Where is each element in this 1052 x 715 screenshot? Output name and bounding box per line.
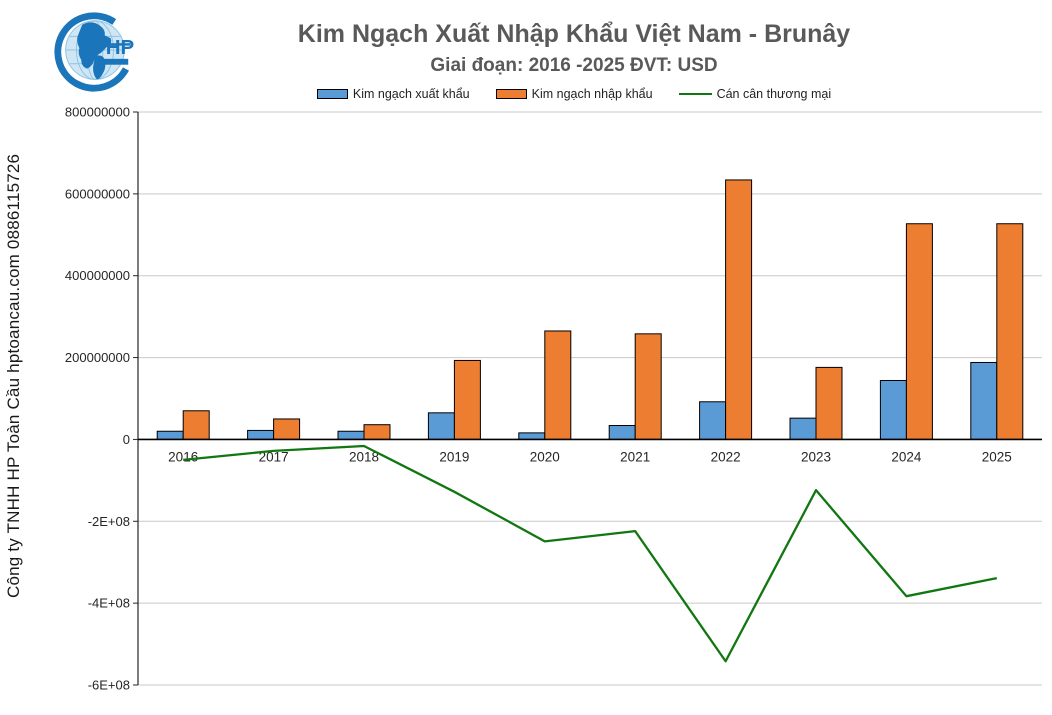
chart-subtitle: Giai đoạn: 2016 -2025 ĐVT: USD <box>430 55 718 76</box>
y-axis-label: 200000000 <box>65 350 130 365</box>
x-axis-label: 2023 <box>801 449 831 464</box>
bar-import-2017 <box>273 418 301 440</box>
x-axis-label: 2021 <box>620 449 650 464</box>
x-axis-label: 2018 <box>349 449 379 464</box>
logo-monogram: HP <box>106 36 135 59</box>
legend-swatch-import <box>495 89 527 99</box>
bar-import-2020 <box>544 330 572 440</box>
company-logo: HP <box>54 12 135 92</box>
y-axis-label: 400000000 <box>65 268 130 283</box>
chart-title: Kim Ngạch Xuất Nhập Khẩu Việt Nam - Brun… <box>297 20 851 48</box>
bar-import-2022 <box>725 179 753 440</box>
bar-import-2024 <box>905 223 933 440</box>
logo-g-bar <box>100 58 129 65</box>
y-axis-label: 600000000 <box>65 186 130 201</box>
chart-legend: Kim ngạch xuất khẩu Kim ngạch nhập khẩu Cá… <box>96 85 1052 103</box>
legend-label-balance: Cán cân thương mại <box>716 87 832 101</box>
bar-export-2018 <box>337 430 365 440</box>
x-axis-label: 2024 <box>891 449 922 464</box>
y-axis-label: 800000000 <box>65 105 130 120</box>
bar-import-2016 <box>182 410 210 440</box>
legend-item-export: Kim ngạch xuất khẩu <box>316 87 470 101</box>
bar-import-2023 <box>815 366 843 440</box>
bar-export-2025 <box>970 361 998 440</box>
x-axis-label: 2025 <box>982 449 1012 464</box>
x-axis-label: 2019 <box>439 449 469 464</box>
legend-item-import: Kim ngạch nhập khẩu <box>495 87 653 101</box>
logo-monogram-bar <box>104 43 131 46</box>
legend-swatch-export <box>316 89 348 99</box>
x-axis-label: 2017 <box>259 449 289 464</box>
bar-export-2021 <box>608 425 636 440</box>
bar-export-2017 <box>247 429 275 440</box>
legend-label-import: Kim ngạch nhập khẩu <box>531 87 653 101</box>
trade-balance-line <box>183 444 998 663</box>
bar-export-2016 <box>156 430 184 440</box>
bar-import-2018 <box>363 424 391 440</box>
y-axis-label: -2E+08 <box>88 514 130 529</box>
legend-item-balance: Cán cân thương mại <box>678 87 832 101</box>
bar-export-2024 <box>879 379 907 440</box>
y-axis-label: -6E+08 <box>88 678 130 693</box>
bar-export-2019 <box>427 412 455 440</box>
x-axis-label: 2022 <box>711 449 741 464</box>
y-axis-label: 0 <box>123 432 130 447</box>
legend-label-export: Kim ngạch xuất khẩu <box>352 87 470 101</box>
legend-swatch-balance <box>678 93 712 95</box>
bar-export-2023 <box>789 417 817 440</box>
bar-export-2020 <box>518 432 546 440</box>
globe-continent-north <box>77 22 112 69</box>
y-axis-label: -4E+08 <box>88 596 130 611</box>
bar-import-2019 <box>453 359 481 440</box>
bar-import-2021 <box>634 333 662 440</box>
x-axis-label: 2016 <box>168 449 198 464</box>
bar-import-2025 <box>996 223 1024 440</box>
x-axis-label: 2020 <box>530 449 560 464</box>
bar-export-2022 <box>699 401 727 440</box>
